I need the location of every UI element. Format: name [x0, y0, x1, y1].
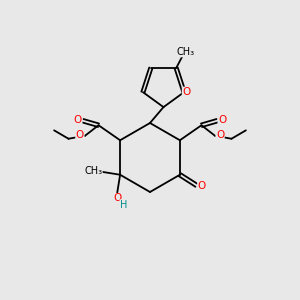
Text: O: O: [76, 130, 84, 140]
Text: O: O: [218, 115, 226, 124]
Text: O: O: [216, 130, 224, 140]
Text: H: H: [120, 200, 127, 210]
Text: O: O: [113, 194, 121, 203]
Text: O: O: [182, 87, 190, 97]
Text: CH₃: CH₃: [177, 47, 195, 57]
Text: CH₃: CH₃: [84, 166, 102, 176]
Text: O: O: [198, 182, 206, 191]
Text: O: O: [74, 115, 82, 124]
